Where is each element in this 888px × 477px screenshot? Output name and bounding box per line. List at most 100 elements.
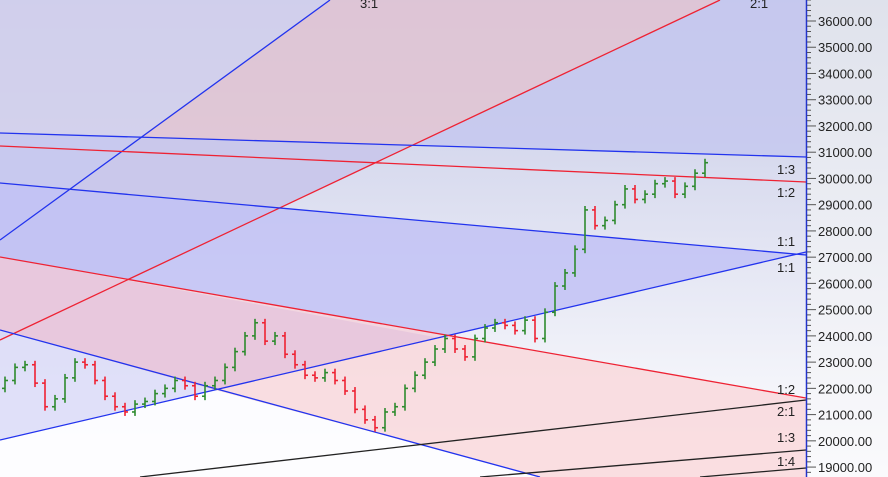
fan-label-right: 1:2	[777, 382, 795, 397]
ohlc-bar	[92, 360, 98, 385]
fan-label-right: 2:1	[777, 404, 795, 419]
fan-zone	[0, 330, 215, 440]
ohlc-bar	[692, 169, 698, 191]
ohlc-bar	[272, 331, 278, 346]
ohlc-bar	[262, 318, 268, 346]
ohlc-bar	[322, 368, 328, 382]
fan-label-right: 1:1	[777, 234, 795, 249]
ohlc-bar	[312, 371, 318, 382]
ohlc-bar	[362, 405, 368, 424]
ohlc-bar	[632, 185, 638, 204]
y-tick-label: 19000.00	[818, 460, 872, 475]
ohlc-bar	[292, 350, 298, 369]
ohlc-bar	[152, 389, 158, 406]
fan-label-right: 1:3	[777, 162, 795, 177]
ohlc-bar	[22, 360, 28, 372]
fan-zone	[0, 257, 440, 390]
ohlc-bar	[592, 205, 598, 230]
y-tick-label: 23000.00	[818, 355, 872, 370]
ohlc-bar	[532, 316, 538, 343]
fan-line	[0, 329, 541, 477]
fan-label-right: 1:4	[777, 454, 795, 469]
ohlc-bar	[372, 415, 378, 432]
fan-label-right: 1:1	[777, 260, 795, 275]
ohlc-bar	[352, 387, 358, 414]
ohlc-bar	[552, 282, 558, 317]
ohlc-bar	[72, 358, 78, 382]
ohlc-bar	[2, 376, 8, 393]
y-tick-label: 26000.00	[818, 276, 872, 291]
fan-zone	[0, 0, 806, 340]
y-tick-label: 35000.00	[818, 40, 872, 55]
fan-line	[479, 449, 806, 477]
ohlc-bar	[662, 177, 668, 188]
ohlc-bar	[512, 321, 518, 335]
ohlc-bar	[12, 363, 18, 385]
y-tick-label: 21000.00	[818, 408, 872, 423]
ohlc-bar	[462, 345, 468, 361]
fan-line	[0, 256, 806, 399]
ohlc-bar	[162, 384, 168, 398]
ohlc-bar	[422, 358, 428, 380]
ohlc-bar	[192, 381, 198, 401]
ohlc-bar	[42, 379, 48, 411]
ohlc-bar	[642, 190, 648, 204]
ohlc-bar	[282, 331, 288, 359]
ohlc-bar	[602, 216, 608, 230]
ohlc-bar	[132, 400, 138, 416]
ohlc-bar	[522, 316, 528, 335]
ohlc-bar	[482, 324, 488, 343]
ohlc-bar	[572, 245, 578, 277]
price-axis[interactable]	[806, 0, 888, 477]
y-tick-label: 32000.00	[818, 119, 872, 134]
y-tick-label: 34000.00	[818, 66, 872, 81]
ohlc-bar	[102, 376, 108, 401]
y-tick-label: 28000.00	[818, 224, 872, 239]
ohlc-bar	[672, 177, 678, 199]
ohlc-bar	[582, 205, 588, 254]
y-tick-label: 31000.00	[818, 145, 872, 160]
ohlc-bar	[122, 402, 128, 416]
y-tick-label: 29000.00	[818, 198, 872, 213]
ohlc-bar	[62, 373, 68, 403]
fan-labels: 3:1 2:1 1:3 1:2 1:1 1:1 1:2 2:1 1:3 1:4	[360, 0, 795, 469]
ohlc-bar	[702, 158, 708, 178]
ohlc-bar	[212, 376, 218, 390]
y-axis-ticks: 19000.00 20000.00 21000.00 22000.00 23000.00…	[807, 0, 872, 475]
ohlc-bar	[382, 408, 388, 432]
ohlc-bar	[432, 345, 438, 367]
y-tick-label: 36000.00	[818, 14, 872, 29]
y-tick-label: 27000.00	[818, 250, 872, 265]
fan-label-top: 3:1	[360, 0, 378, 11]
fan-line	[0, 145, 806, 183]
ohlc-bar	[52, 394, 58, 411]
fan-line	[139, 399, 806, 477]
price-bars	[2, 158, 708, 432]
y-tick-label: 24000.00	[818, 329, 872, 344]
ohlc-bar	[242, 331, 248, 356]
ohlc-bar	[222, 363, 228, 385]
ohlc-bar	[82, 358, 88, 369]
fan-line	[0, 182, 806, 256]
ohlc-bar	[412, 371, 418, 393]
ohlc-bar	[682, 182, 688, 199]
ohlc-bar	[452, 334, 458, 353]
ohlc-bar	[182, 376, 188, 390]
y-tick-label: 33000.00	[818, 93, 872, 108]
fan-line	[0, 0, 331, 241]
y-tick-label: 20000.00	[818, 434, 872, 449]
ohlc-bar	[472, 334, 478, 361]
y-tick-label: 22000.00	[818, 381, 872, 396]
ohlc-bar	[32, 360, 38, 388]
ohlc-bar	[392, 402, 398, 416]
y-tick-label: 25000.00	[818, 303, 872, 318]
ohlc-bar	[502, 318, 508, 330]
ohlc-bar	[562, 268, 568, 290]
ohlc-bar	[492, 318, 498, 332]
fan-label-right: 1:2	[777, 185, 795, 200]
fan-line	[699, 467, 806, 477]
ohlc-bar	[402, 384, 408, 411]
ohlc-bar	[622, 185, 628, 209]
ohlc-bar	[172, 376, 178, 393]
